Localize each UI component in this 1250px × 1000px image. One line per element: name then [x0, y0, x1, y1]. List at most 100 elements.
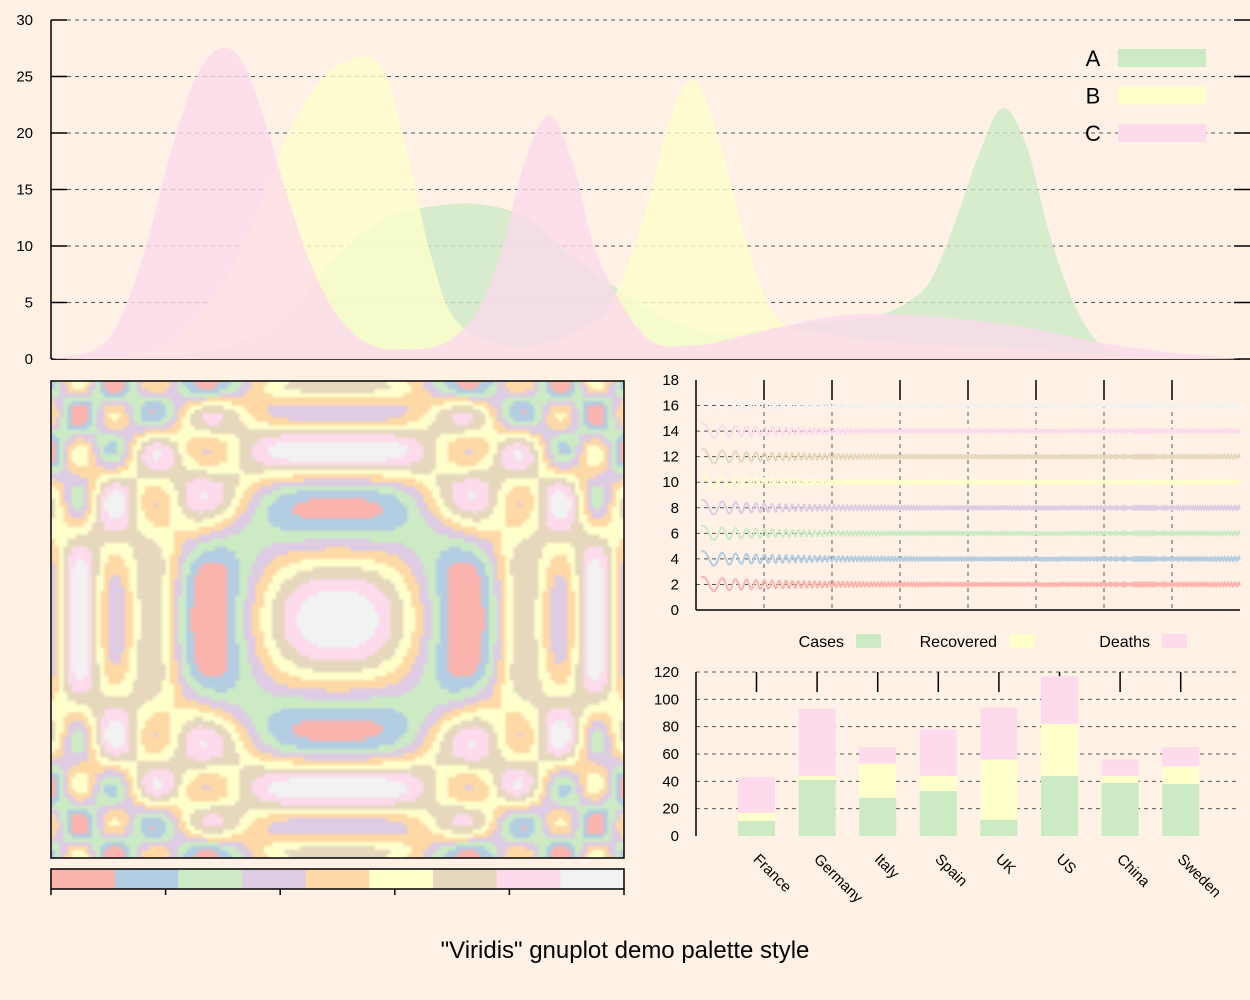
- bar-y-tick-label: 0: [671, 828, 679, 845]
- bar-Italy-Cases: [859, 797, 897, 836]
- wave-series-line: [700, 575, 1241, 593]
- bar-France-Cases: [738, 820, 775, 836]
- bar-legend-label: Cases: [799, 634, 844, 651]
- bar-y-tick-label: 20: [662, 801, 679, 818]
- bar-x-label: Germany: [810, 851, 866, 907]
- bar-series: [738, 676, 1200, 836]
- colorbox-swatch: [242, 869, 307, 889]
- bar-y-tick-label: 120: [654, 664, 679, 681]
- bar-grid: [695, 671, 1240, 836]
- heatmap-chart: [50, 380, 625, 895]
- bar-legend-label: Recovered: [920, 634, 997, 651]
- top-y-tick-label: 0: [25, 351, 33, 368]
- colorbox-swatch: [114, 869, 179, 889]
- wave-series-line: [700, 422, 1241, 439]
- waves-y-ticks: 0 2 4 6 8 10 12 14 16 18: [662, 372, 679, 619]
- waves-y-tick-label: 0: [671, 602, 679, 619]
- bar-US-Deaths: [1041, 676, 1078, 724]
- bar-Germany-Cases: [798, 779, 836, 836]
- top-y-ticks: 0 5 10 15 20 25 30: [16, 12, 33, 368]
- top-y-tick-label: 15: [16, 182, 33, 199]
- bar-legend-swatch: [856, 634, 881, 648]
- bar-Sweden-Cases: [1162, 784, 1200, 836]
- legend-label-C: C: [1085, 121, 1101, 146]
- colorbox-swatch: [433, 869, 498, 889]
- bar-x-label: France: [750, 851, 795, 896]
- wave-series-line: [700, 499, 1241, 516]
- legend-label-A: A: [1086, 46, 1101, 71]
- stacked-bar-chart: 0 20 40 60 80 100 120 France Germany Italy Spain U…: [654, 634, 1240, 907]
- colorbox-swatch: [560, 869, 625, 889]
- bar-China-Deaths: [1101, 759, 1139, 776]
- colorbox-swatch: [369, 869, 434, 889]
- top-y-tick-label: 30: [16, 12, 33, 29]
- bar-legend-swatch: [1010, 634, 1035, 648]
- colorbox-swatch: [178, 869, 243, 889]
- waves-grid: [695, 380, 1240, 611]
- colorbox-swatch: [496, 869, 561, 889]
- bar-France-Recovered: [738, 812, 775, 821]
- top-y-tick-label: 25: [16, 69, 33, 86]
- waves-y-tick-label: 2: [671, 576, 679, 593]
- colorbox-border: [50, 868, 625, 890]
- waves-y-tick-label: 12: [662, 449, 679, 466]
- area-series-C: [51, 47, 1240, 359]
- wave-series-line: [700, 524, 1241, 542]
- bar-Germany-Deaths: [798, 708, 836, 776]
- bar-x-label: UK: [992, 851, 1019, 878]
- bar-x-label: Sweden: [1174, 851, 1224, 901]
- bar-France-Deaths: [738, 777, 775, 813]
- bar-legend-label: Deaths: [1099, 634, 1150, 651]
- bar-Sweden-Deaths: [1162, 747, 1200, 767]
- bar-UK-Recovered: [980, 759, 1018, 820]
- bar-UK-Deaths: [980, 707, 1018, 760]
- bar-x-label: US: [1053, 851, 1080, 878]
- heatmap-image: [51, 381, 624, 858]
- waves-line-chart: 0 2 4 6 8 10 12 14 16 18: [662, 372, 1241, 619]
- legend-label-B: B: [1086, 84, 1101, 109]
- colorbox-swatch: [305, 869, 370, 889]
- top-area-series: [51, 47, 1240, 360]
- top-y-tick-label: 10: [16, 238, 33, 255]
- waves-y-tick-label: 6: [671, 525, 679, 542]
- bar-y-tick-label: 100: [654, 691, 679, 708]
- heatmap-colorbox: [50, 868, 625, 895]
- waves-y-tick-label: 8: [671, 500, 679, 517]
- bar-Italy-Deaths: [859, 747, 897, 764]
- waves-y-tick-label: 16: [662, 398, 679, 415]
- waves-series: [700, 396, 1241, 593]
- top-legend: ABC: [1085, 46, 1206, 146]
- heatmap-border: [50, 380, 625, 859]
- bar-x-label: China: [1113, 851, 1153, 891]
- wave-series-line: [700, 448, 1241, 465]
- waves-y-tick-label: 18: [662, 372, 679, 389]
- colorbox-swatch: [51, 869, 116, 889]
- bar-Spain-Deaths: [919, 729, 957, 776]
- bar-x-label: Spain: [931, 851, 970, 890]
- waves-y-tick-label: 14: [662, 423, 679, 440]
- wave-series-line: [700, 550, 1241, 567]
- bar-US-Recovered: [1041, 723, 1078, 776]
- waves-y-tick-label: 4: [671, 551, 679, 568]
- top-y-tick-label: 20: [16, 125, 33, 142]
- bar-x-label: Italy: [871, 851, 903, 883]
- waves-y-tick-label: 10: [662, 474, 679, 491]
- bar-y-tick-label: 60: [662, 746, 679, 763]
- bar-China-Cases: [1101, 782, 1139, 836]
- area-series-B: [51, 56, 1240, 360]
- bar-y-tick-label: 40: [662, 773, 679, 790]
- page-title: "Viridis" gnuplot demo palette style: [441, 937, 810, 964]
- top-area-chart: 0 5 10 15 20 25 30 ABC: [16, 12, 1250, 368]
- wave-series-line: [700, 473, 1241, 491]
- bar-China-Recovered: [1101, 775, 1139, 783]
- bar-Spain-Cases: [919, 790, 957, 836]
- bar-Italy-Recovered: [859, 763, 897, 798]
- bar-US-Cases: [1041, 775, 1078, 836]
- bar-legend: Cases Recovered Deaths: [799, 634, 1187, 651]
- bar-y-tick-label: 80: [662, 719, 679, 736]
- legend-swatch-C: [1118, 124, 1206, 142]
- bar-legend-swatch: [1162, 634, 1187, 648]
- top-y-tick-label: 5: [25, 295, 33, 312]
- bar-UK-Cases: [980, 819, 1018, 836]
